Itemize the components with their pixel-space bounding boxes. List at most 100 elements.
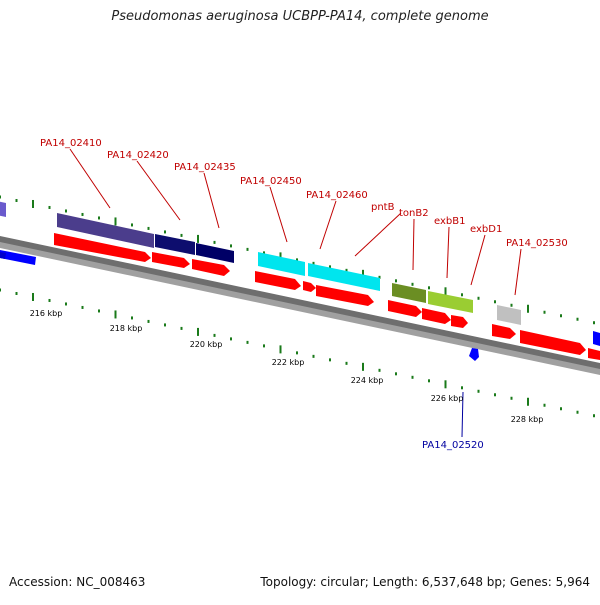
leader-line (412, 218, 415, 271)
tick-mark (329, 265, 331, 269)
gene-arrow-tonb2 (388, 300, 422, 317)
leader-line (319, 200, 337, 250)
tick-mark (329, 358, 331, 362)
leader-line (69, 148, 111, 209)
tick-mark (164, 230, 166, 234)
genome-backbone (0, 236, 600, 375)
tick-mark (494, 393, 496, 397)
tick-mark (230, 244, 232, 248)
tick-mark (494, 300, 496, 304)
cog-bar-02530 (497, 305, 521, 325)
tick-mark (279, 345, 282, 354)
tick-mark (164, 323, 166, 327)
cog-bar-02435 (196, 243, 234, 263)
gene-arrow-small (303, 281, 316, 292)
map-title: Pseudomonas aeruginosa UCBPP-PA14, compl… (111, 9, 489, 24)
tick-mark (296, 258, 298, 262)
tick-mark (510, 396, 513, 400)
tick-mark (576, 317, 579, 321)
cog-bar-edge-right (593, 331, 600, 346)
gene-arrow-reverse (0, 250, 36, 265)
gene-label: pntB (371, 202, 395, 213)
tick-mark (362, 269, 364, 278)
cog-bar-02420 (155, 234, 195, 255)
gene-arrow-02410 (54, 233, 151, 262)
gene-arrow-edge (588, 348, 600, 360)
tick-mark (428, 286, 430, 290)
tick-mark (48, 298, 51, 302)
cog-bar-tonb2 (392, 283, 426, 303)
gene-label: tonB2 (399, 208, 429, 219)
tick-mark (230, 337, 232, 341)
gene-arrow-reverse-tip (0, 252, 6, 259)
gene-label: PA14_02530 (506, 238, 568, 249)
tick-mark (312, 261, 315, 265)
label-leader-lines (69, 148, 522, 438)
gene-label: PA14_02410 (40, 138, 102, 149)
gene-label: exbD1 (470, 224, 502, 235)
tick-mark (296, 351, 298, 355)
gene-labels: PA14_02410 PA14_02420 PA14_02435 PA14_02450… (40, 138, 568, 451)
tick-mark (147, 319, 150, 323)
tick-mark (444, 380, 447, 389)
tick-mark (81, 305, 84, 309)
tick-mark (362, 362, 364, 371)
tick-mark (593, 414, 595, 418)
gene-arrow-02450 (255, 271, 301, 290)
tick-mark (131, 316, 133, 320)
leader-line (269, 186, 288, 243)
tick-mark (147, 226, 150, 230)
tick-mark (98, 309, 100, 313)
gene-label: PA14_02450 (240, 176, 302, 187)
cog-bar-02460 (308, 263, 380, 291)
cog-bar-02410 (57, 213, 154, 248)
scale-label: 222 kbp (272, 358, 305, 367)
tick-mark (180, 233, 183, 237)
gene-arrow-02420 (152, 252, 190, 268)
scale-labels: 216 kbp 218 kbp 220 kbp 222 kbp 224 kbp 226 k… (30, 309, 544, 424)
tick-mark (461, 293, 463, 297)
gene-arrow-next (520, 330, 586, 355)
tick-mark (279, 252, 282, 261)
tick-mark (428, 379, 430, 383)
tick-mark (444, 287, 447, 296)
tick-mark (263, 251, 265, 255)
backbone-line (0, 236, 600, 369)
tick-mark (576, 410, 579, 414)
tick-mark (411, 375, 414, 379)
leader-line (470, 234, 486, 286)
leader-line (136, 160, 181, 221)
tick-mark (32, 199, 34, 208)
tick-mark (395, 279, 397, 283)
scale-label: 228 kbp (511, 415, 544, 424)
tick-mark (48, 205, 51, 209)
tick-mark (345, 268, 348, 272)
scale-label: 216 kbp (30, 309, 63, 318)
gene-label: PA14_02460 (306, 190, 368, 201)
scale-label: 218 kbp (110, 324, 143, 333)
tick-marks (0, 195, 595, 418)
accession-text: Accession: NC_008463 (9, 575, 146, 589)
tick-mark (131, 223, 133, 227)
tick-mark (560, 407, 562, 411)
tick-mark (98, 216, 100, 220)
tick-mark (114, 217, 117, 226)
function-bars (0, 201, 600, 346)
tick-mark (461, 386, 463, 390)
tick-mark (246, 340, 249, 344)
tick-mark (213, 240, 216, 244)
tick-mark (345, 361, 348, 365)
tick-mark (378, 368, 381, 372)
tick-mark (81, 212, 84, 216)
tick-mark (593, 321, 595, 325)
tick-mark (32, 292, 34, 301)
leader-line (446, 226, 450, 279)
gene-label: PA14_02435 (174, 162, 236, 173)
tick-mark (15, 291, 18, 295)
gene-label: PA14_02420 (107, 150, 169, 161)
gene-arrow-exbb1 (422, 308, 451, 324)
topology-text: Topology: circular; Length: 6,537,648 bp… (260, 575, 590, 589)
cog-bar-exbb1 (428, 291, 473, 313)
tick-mark (527, 397, 529, 406)
